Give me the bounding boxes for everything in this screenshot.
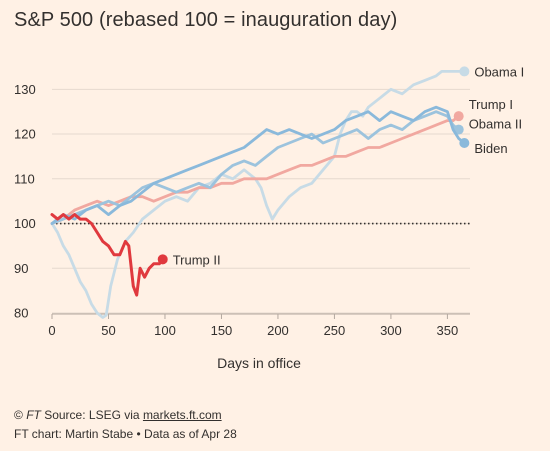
series-label-trump-ii: Trump II	[173, 252, 221, 267]
y-tick-label: 110	[14, 171, 35, 186]
series-lines	[50, 66, 470, 319]
x-tick-label: 100	[154, 323, 176, 338]
series-line-biden	[50, 105, 466, 225]
x-axis-label: Days in office	[217, 355, 301, 371]
series-line-obama-i	[50, 70, 466, 319]
x-tick-label: 200	[267, 323, 289, 338]
series-endpoint-trump-i	[453, 111, 464, 122]
series-label-biden: Biden	[474, 141, 507, 156]
series-endpoint-biden	[459, 138, 470, 148]
chart-title: S&P 500 (rebased 100 = inauguration day)	[14, 9, 398, 31]
series-labels: Obama I Trump I Obama II Biden Trump II	[173, 64, 524, 267]
x-tick-label: 250	[324, 323, 346, 338]
series-line-obama-ii	[50, 110, 461, 225]
y-tick-label: 130	[14, 82, 36, 97]
source-link[interactable]: markets.ft.com	[142, 408, 222, 422]
y-tick-label: 120	[14, 127, 36, 142]
x-tick-label: 50	[101, 323, 115, 338]
x-axis-ticks: 0 50 100 150 200 250 300 350	[48, 314, 458, 338]
series-label-obama-i: Obama I	[474, 64, 524, 79]
y-axis-ticks: 80 90 100 110 120 130	[14, 82, 36, 321]
y-tick-label: 100	[14, 216, 36, 231]
footer-credit: FT chart: Martin Stabe • Data as of Apr …	[14, 427, 237, 441]
series-line-trump-i	[50, 114, 461, 225]
x-tick-label: 350	[437, 323, 459, 338]
y-tick-label: 80	[14, 306, 28, 321]
series-endpoint-trump-ii	[157, 254, 168, 265]
series-line-trump-ii	[50, 213, 165, 297]
footer-source: © FT Source: LSEG via markets.ft.com	[14, 408, 222, 422]
series-label-obama-ii: Obama II	[469, 117, 522, 132]
series-endpoint-obama-i	[459, 66, 470, 77]
y-tick-label: 90	[14, 261, 28, 276]
x-tick-label: 0	[48, 323, 55, 338]
line-chart: 80 90 100 110 120 130 0 50 100 150 200 250 300 350 O…	[14, 64, 524, 371]
x-tick-label: 300	[380, 323, 402, 338]
grid-lines	[52, 88, 470, 315]
x-tick-label: 150	[211, 323, 233, 338]
series-label-trump-i: Trump I	[469, 97, 513, 112]
